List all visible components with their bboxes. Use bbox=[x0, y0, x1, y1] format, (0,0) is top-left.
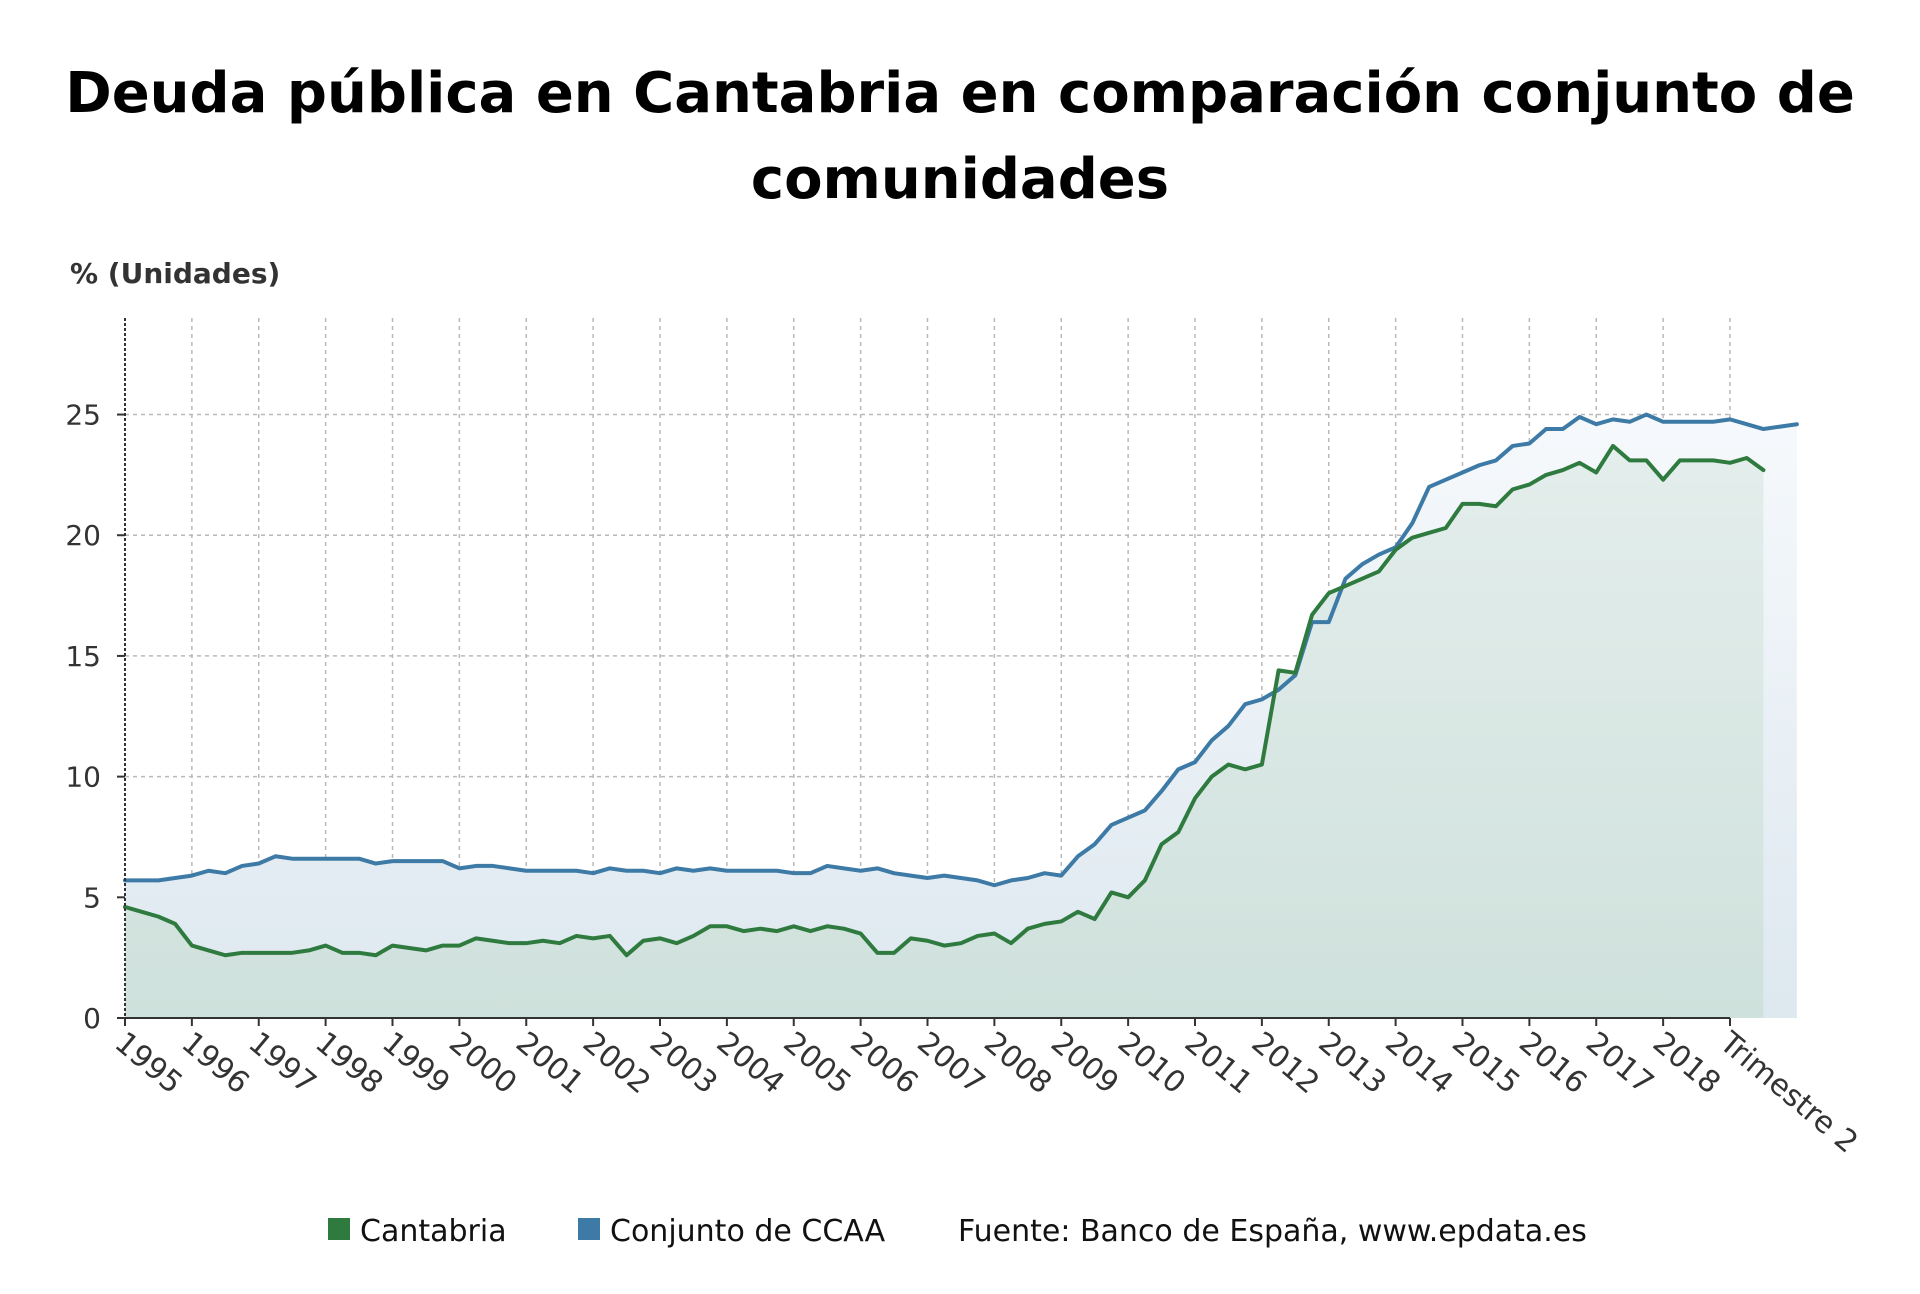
x-tick-label: 2010 bbox=[1111, 1025, 1192, 1101]
x-tick-label: Trimestre 2 bbox=[1712, 1025, 1864, 1161]
y-tick-label: 10 bbox=[65, 761, 101, 794]
x-tick-label: 2014 bbox=[1378, 1025, 1459, 1101]
y-tick-label: 0 bbox=[83, 1002, 101, 1035]
x-tick-label: 2008 bbox=[977, 1025, 1058, 1101]
legend-swatch-cantabria bbox=[328, 1218, 350, 1240]
y-tick-label: 15 bbox=[65, 640, 101, 673]
source-text: Fuente: Banco de España, www.epdata.es bbox=[958, 1214, 1587, 1249]
axes bbox=[117, 318, 1731, 1026]
legend-label-conjunto: Conjunto de CCAA bbox=[610, 1214, 886, 1249]
legend: Cantabria Conjunto de CCAA Fuente: Banco… bbox=[328, 1214, 1587, 1249]
y-tick-label: 25 bbox=[65, 399, 101, 432]
x-tick-label: 2007 bbox=[910, 1025, 991, 1101]
x-tick-label: 2009 bbox=[1044, 1025, 1125, 1101]
x-tick-label: 2018 bbox=[1646, 1025, 1727, 1101]
x-tick-label: 2012 bbox=[1245, 1025, 1326, 1101]
x-tick-label: 2017 bbox=[1579, 1025, 1660, 1101]
x-tick-label: 2004 bbox=[710, 1025, 791, 1101]
x-tick-label: 2013 bbox=[1312, 1025, 1393, 1101]
y-tick-label: 20 bbox=[65, 519, 101, 552]
series-lines bbox=[123, 412, 1799, 958]
x-tick-labels: 1995199619971998199920002001200220032004… bbox=[108, 1025, 1865, 1161]
x-tick-label: 2005 bbox=[777, 1025, 858, 1101]
legend-swatch-conjunto bbox=[578, 1218, 600, 1240]
x-tick-label: 2015 bbox=[1445, 1025, 1526, 1101]
chart-title-line-1: Deuda pública en Cantabria en comparació… bbox=[65, 61, 1855, 126]
y-axis-unit-label: % (Unidades) bbox=[70, 257, 280, 290]
x-tick-label: 2016 bbox=[1512, 1025, 1593, 1101]
x-tick-label: 2000 bbox=[442, 1025, 523, 1101]
area-fills bbox=[125, 414, 1797, 1018]
legend-label-cantabria: Cantabria bbox=[360, 1214, 507, 1249]
x-tick-label: 1996 bbox=[175, 1025, 256, 1101]
x-tick-label: 2001 bbox=[509, 1025, 590, 1101]
x-tick-label: 2002 bbox=[576, 1025, 657, 1101]
x-tick-label: 2011 bbox=[1178, 1025, 1259, 1101]
x-tick-label: 2003 bbox=[643, 1025, 724, 1101]
x-tick-label: 1995 bbox=[108, 1025, 189, 1101]
y-tick-label: 5 bbox=[83, 881, 101, 914]
x-tick-label: 1997 bbox=[242, 1025, 323, 1101]
line-conjunto-de-ccaa bbox=[123, 412, 1799, 888]
y-tick-labels: 0 5 10 15 20 25 bbox=[65, 399, 101, 1035]
area-cantabria bbox=[125, 445, 1764, 1018]
x-tick-label: 1999 bbox=[375, 1025, 456, 1101]
chart-title-line-2: comunidades bbox=[751, 147, 1169, 212]
line-cantabria bbox=[123, 443, 1766, 958]
x-tick-label: 1998 bbox=[308, 1025, 389, 1101]
x-tick-label: 2006 bbox=[843, 1025, 924, 1101]
